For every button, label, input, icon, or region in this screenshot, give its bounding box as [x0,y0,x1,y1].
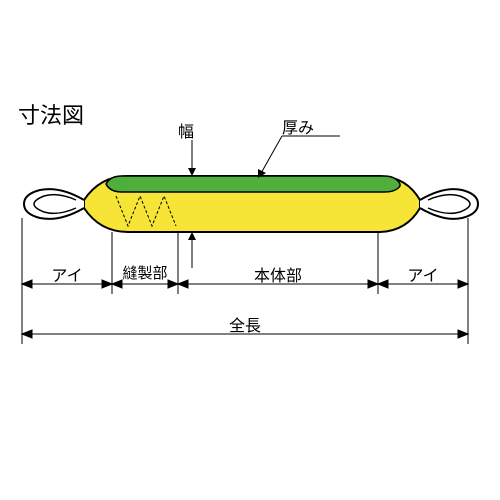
label-width: 幅 [178,118,194,142]
thickness-leader [258,136,340,178]
sling-illustration [0,0,500,500]
left-eye-loop [24,189,84,219]
label-thickness: 厚み [282,114,314,138]
dim-eye-left: アイ [22,262,112,286]
sling-overlay [106,176,400,192]
diagram-canvas: 寸法図 [0,0,500,500]
dim-eye-right: アイ [378,262,468,286]
dim-body: 本体部 [178,262,378,286]
dim-stitch: 縫製部 [110,262,180,283]
dim-total: 全長 [22,312,468,336]
